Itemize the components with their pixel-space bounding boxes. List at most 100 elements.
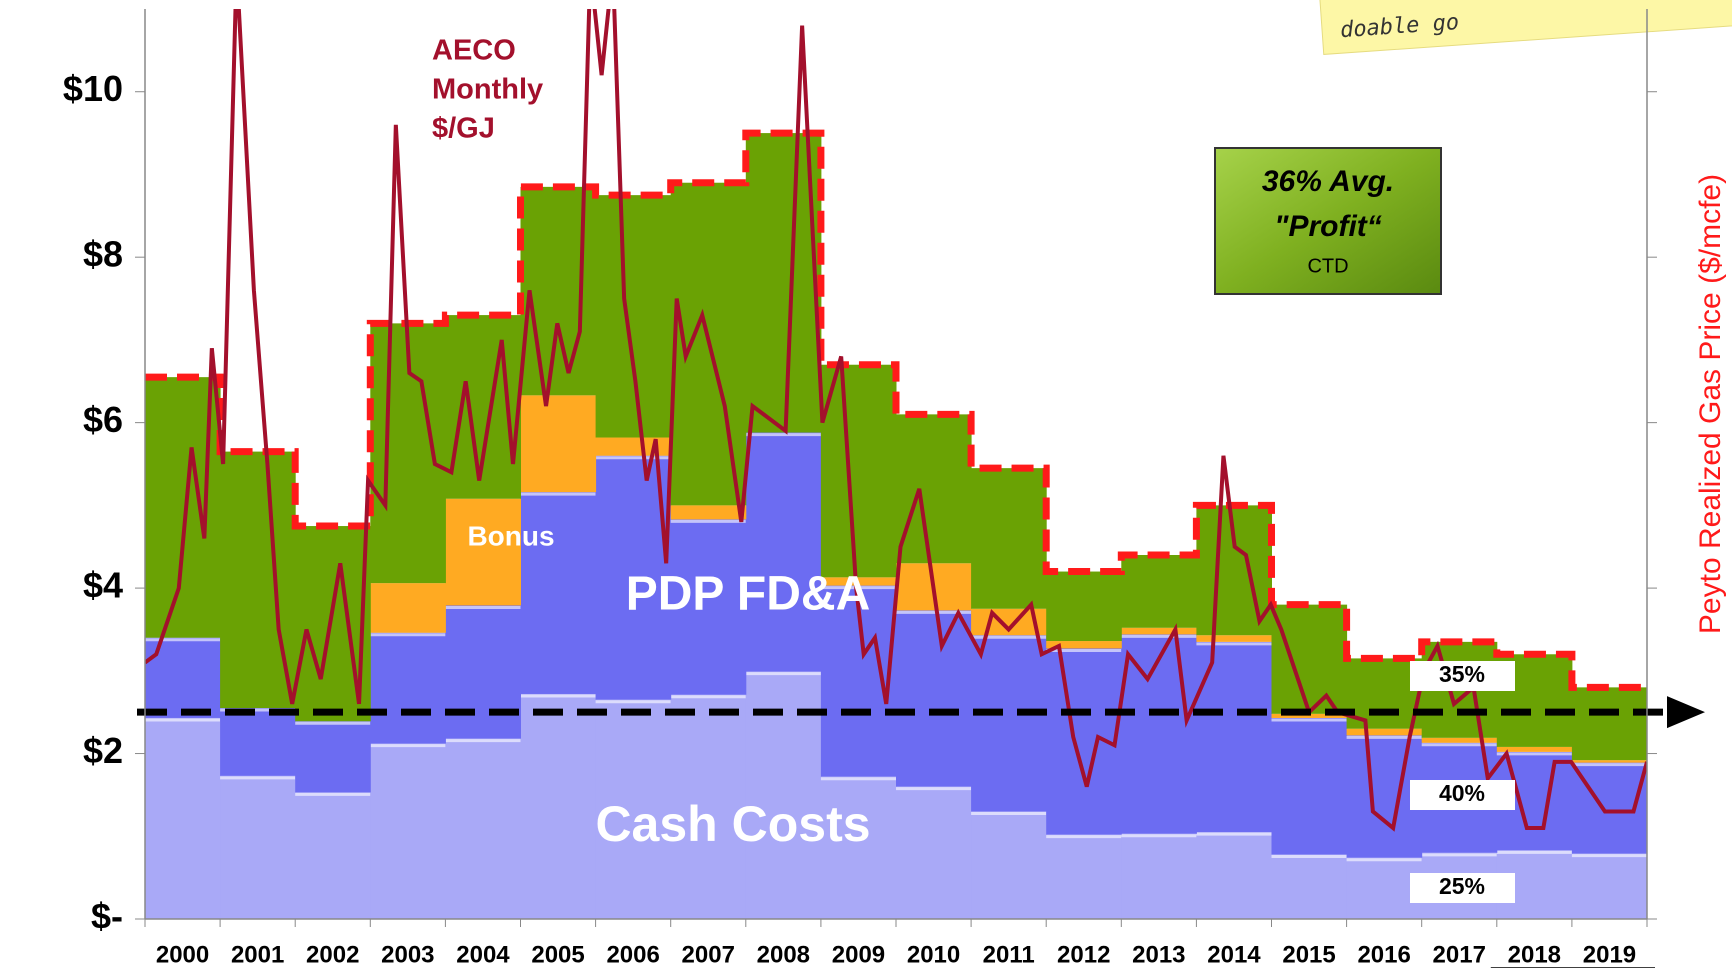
area-step — [1346, 857, 1423, 919]
area-step — [220, 451, 296, 709]
area-step — [520, 492, 597, 694]
area-step — [520, 395, 597, 493]
aeco-label: AECO — [432, 35, 516, 67]
area-step — [1271, 717, 1348, 855]
y-tick-label: $8 — [83, 234, 123, 275]
area-step — [820, 577, 897, 586]
area-step — [220, 775, 296, 919]
area-step — [896, 414, 972, 564]
area-step — [1121, 634, 1197, 834]
x-tick-label: 2014 — [1207, 941, 1261, 968]
x-tick-label: 2000 — [156, 941, 209, 968]
target-arrow — [1667, 696, 1705, 729]
area-step — [145, 717, 221, 919]
area-step — [745, 432, 822, 672]
share-label: 40% — [1439, 780, 1485, 806]
area-step — [971, 811, 1047, 919]
share-label-bg — [1410, 873, 1515, 903]
area-step — [595, 195, 672, 438]
profit-box-line: "Profit“ — [1274, 210, 1382, 243]
note-paper — [1318, 0, 1732, 55]
x-tick-label: 2003 — [381, 941, 434, 968]
x-tick-label: 2011 — [983, 941, 1035, 968]
area-step — [896, 610, 972, 787]
x-tick-label: 2007 — [682, 941, 735, 968]
area-step — [1571, 760, 1647, 763]
area-step — [295, 792, 371, 919]
x-tick-label: 2016 — [1357, 941, 1410, 968]
area-step — [1046, 641, 1122, 649]
area-step — [670, 505, 747, 520]
area-step — [1421, 737, 1498, 743]
area-step — [295, 721, 371, 793]
area-step — [820, 364, 897, 578]
aeco-label: $/GJ — [432, 113, 495, 145]
x-tick-label: 2018 — [1508, 941, 1561, 968]
area-step — [445, 605, 521, 739]
area-step — [1121, 627, 1197, 635]
area-step — [670, 694, 747, 919]
area-step — [1571, 853, 1647, 919]
y-tick-label: $2 — [83, 730, 123, 771]
x-tick-label: 2009 — [832, 941, 885, 968]
profit-box — [1214, 147, 1442, 295]
area-step — [971, 635, 1047, 812]
x-tick-label: 2008 — [757, 941, 810, 968]
x-tick-label: 2004 — [456, 941, 510, 968]
area-step — [1571, 687, 1647, 761]
area-step — [1121, 833, 1197, 919]
area-step — [820, 776, 897, 919]
x-tick-label: 2006 — [606, 941, 659, 968]
area-step — [971, 468, 1047, 609]
series-label: Cash Costs — [595, 796, 870, 852]
y2-axis-label: Peyto Realized Gas Price ($/mcfe) — [1694, 174, 1727, 634]
aeco-label: Monthly — [432, 74, 543, 106]
area-step — [670, 519, 747, 695]
share-label: 35% — [1439, 661, 1485, 687]
x-tick-label: 2013 — [1132, 941, 1185, 968]
area-step — [1271, 854, 1348, 919]
share-label: 25% — [1439, 873, 1485, 899]
area-step — [1271, 713, 1348, 718]
area-step — [896, 786, 972, 919]
share-label-bg — [1410, 661, 1515, 691]
area-step — [220, 708, 296, 776]
y-tick-label: $6 — [83, 399, 123, 440]
sticky-note: doable go — [1318, 0, 1732, 55]
area-step — [370, 632, 446, 744]
x-tick-label: 2019 — [1583, 941, 1636, 968]
x-tick-label: 2001 — [231, 941, 284, 968]
aeco-line — [145, 9, 1647, 832]
area-step — [1046, 834, 1122, 919]
x-tick-label: 2010 — [907, 941, 960, 968]
share-label-bg — [1410, 780, 1515, 810]
y-tick-label: $4 — [83, 565, 123, 606]
series-label: PDP FD&A — [626, 568, 870, 621]
area-step — [1046, 571, 1122, 642]
y-tick-label: $10 — [63, 68, 123, 109]
y-tick-label: $- — [91, 896, 123, 937]
area-step — [370, 743, 446, 919]
series-label: Bonus — [467, 520, 554, 551]
area-step — [445, 498, 521, 606]
x-tick-label: 2015 — [1282, 941, 1335, 968]
area-step — [370, 583, 446, 633]
area-step — [520, 693, 597, 919]
area-step — [1196, 832, 1272, 919]
profit-box-line: CTD — [1307, 255, 1348, 277]
area-step — [595, 437, 672, 456]
profit-box-line: 36% Avg. — [1262, 165, 1394, 198]
x-tick-label: 2012 — [1057, 941, 1110, 968]
area-step — [595, 699, 672, 919]
area-step — [1496, 746, 1573, 752]
area-step — [445, 738, 521, 919]
x-tick-label: 2002 — [306, 941, 359, 968]
area-step — [1271, 604, 1348, 714]
x-tick-label: 2017 — [1433, 941, 1486, 968]
area-step — [1346, 728, 1423, 736]
area-step — [1121, 555, 1197, 628]
area-step — [1196, 505, 1272, 636]
area-step — [1346, 735, 1423, 858]
area-step — [1196, 635, 1272, 642]
